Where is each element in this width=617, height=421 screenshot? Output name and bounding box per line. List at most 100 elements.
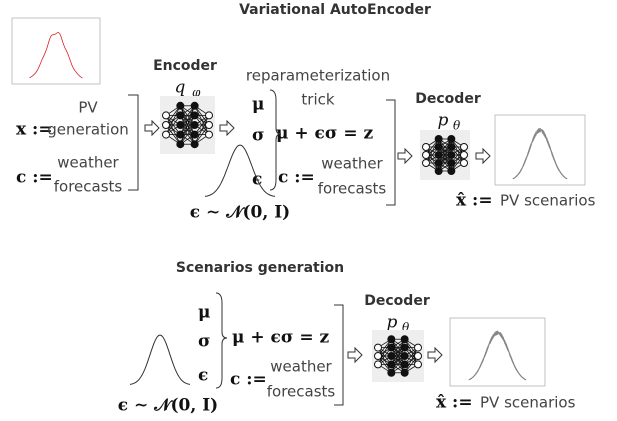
node (176, 130, 185, 139)
node (387, 360, 396, 369)
node (162, 121, 170, 129)
title: Variational AutoEncoder (239, 2, 431, 18)
node (190, 130, 199, 139)
edge (390, 347, 406, 373)
node (387, 352, 396, 360)
bracket (128, 94, 139, 191)
bracket (334, 304, 344, 406)
node (387, 343, 396, 352)
node (447, 135, 456, 143)
node (190, 121, 199, 129)
edge (438, 146, 452, 172)
node (162, 130, 170, 139)
plot-curve (29, 32, 83, 79)
c-desc: forecasts (267, 383, 336, 401)
node (400, 368, 409, 377)
edge (165, 105, 181, 135)
node (374, 352, 382, 360)
node (447, 151, 456, 159)
node (414, 352, 422, 360)
node (190, 140, 199, 149)
eps: ϵ (198, 366, 208, 386)
node (460, 151, 468, 159)
mini-plot (449, 317, 546, 387)
decoder-symbol: p (387, 313, 398, 333)
bell-curve (204, 144, 276, 197)
edge (194, 115, 210, 145)
c-desc: forecasts (54, 178, 123, 196)
node (374, 360, 382, 369)
node (460, 159, 468, 167)
node (422, 143, 430, 151)
plot-curve (468, 332, 527, 381)
arrow (397, 147, 413, 165)
edge (179, 105, 196, 135)
node (176, 101, 185, 110)
node (205, 130, 213, 139)
output-desc: PV scenarios (480, 394, 576, 412)
equation: μ + ϵσ = z (232, 328, 329, 348)
arrow (347, 346, 363, 364)
c-def: c := (278, 168, 315, 188)
mini-plot (11, 17, 101, 85)
c-desc: forecasts (318, 180, 387, 198)
x-desc: generation (47, 121, 129, 139)
output-desc: PV scenarios (500, 192, 596, 210)
node (447, 167, 456, 175)
edge (404, 347, 419, 373)
mu: μ (252, 95, 264, 115)
node (190, 101, 199, 110)
encoder-title: Encoder (153, 58, 217, 74)
edge (377, 339, 392, 365)
decoder-title: Decoder (364, 293, 430, 309)
output-def: x̂ := (456, 191, 493, 211)
node (460, 143, 468, 151)
node (400, 352, 409, 360)
node (205, 111, 213, 120)
node (176, 140, 185, 149)
node (434, 135, 443, 143)
prior: ϵ ∼ 𝒩(0, I) (118, 396, 218, 416)
node (176, 121, 185, 129)
node (190, 111, 199, 120)
c-desc: weather (321, 155, 383, 173)
equation: μ + ϵσ = z (276, 124, 373, 144)
edge (179, 115, 196, 145)
c-desc: weather (57, 154, 119, 172)
mu: μ (198, 303, 210, 323)
edge (450, 146, 465, 172)
note: reparameterization (246, 67, 390, 85)
node (414, 343, 422, 352)
title: Scenarios generation (176, 260, 344, 276)
node (400, 360, 409, 369)
node (400, 335, 409, 344)
arrow (219, 119, 235, 137)
edge (390, 339, 406, 365)
edge (425, 138, 440, 164)
output-def: x̂ := (436, 393, 473, 413)
decoder-symbol: p (438, 111, 449, 131)
plot-curve (512, 129, 568, 180)
bracket (386, 99, 396, 206)
encoder-symbol: q (175, 78, 186, 98)
node (434, 159, 443, 167)
node (205, 121, 213, 129)
node (434, 143, 443, 151)
node (374, 343, 382, 352)
sigma: σ (198, 332, 211, 352)
prior: ϵ ∼ 𝒩(0, I) (190, 203, 290, 223)
node (422, 159, 430, 167)
c-desc: weather (270, 358, 332, 376)
node (434, 167, 443, 175)
node (387, 335, 396, 344)
node (162, 111, 170, 120)
decoder-subscript: θ (453, 119, 461, 133)
arrow (427, 346, 443, 364)
c-def: c := (16, 168, 53, 188)
decoder-title: Decoder (415, 91, 481, 107)
sigma: σ (252, 126, 265, 146)
node (447, 143, 456, 151)
x-desc: PV (78, 99, 98, 117)
brace (215, 292, 228, 389)
